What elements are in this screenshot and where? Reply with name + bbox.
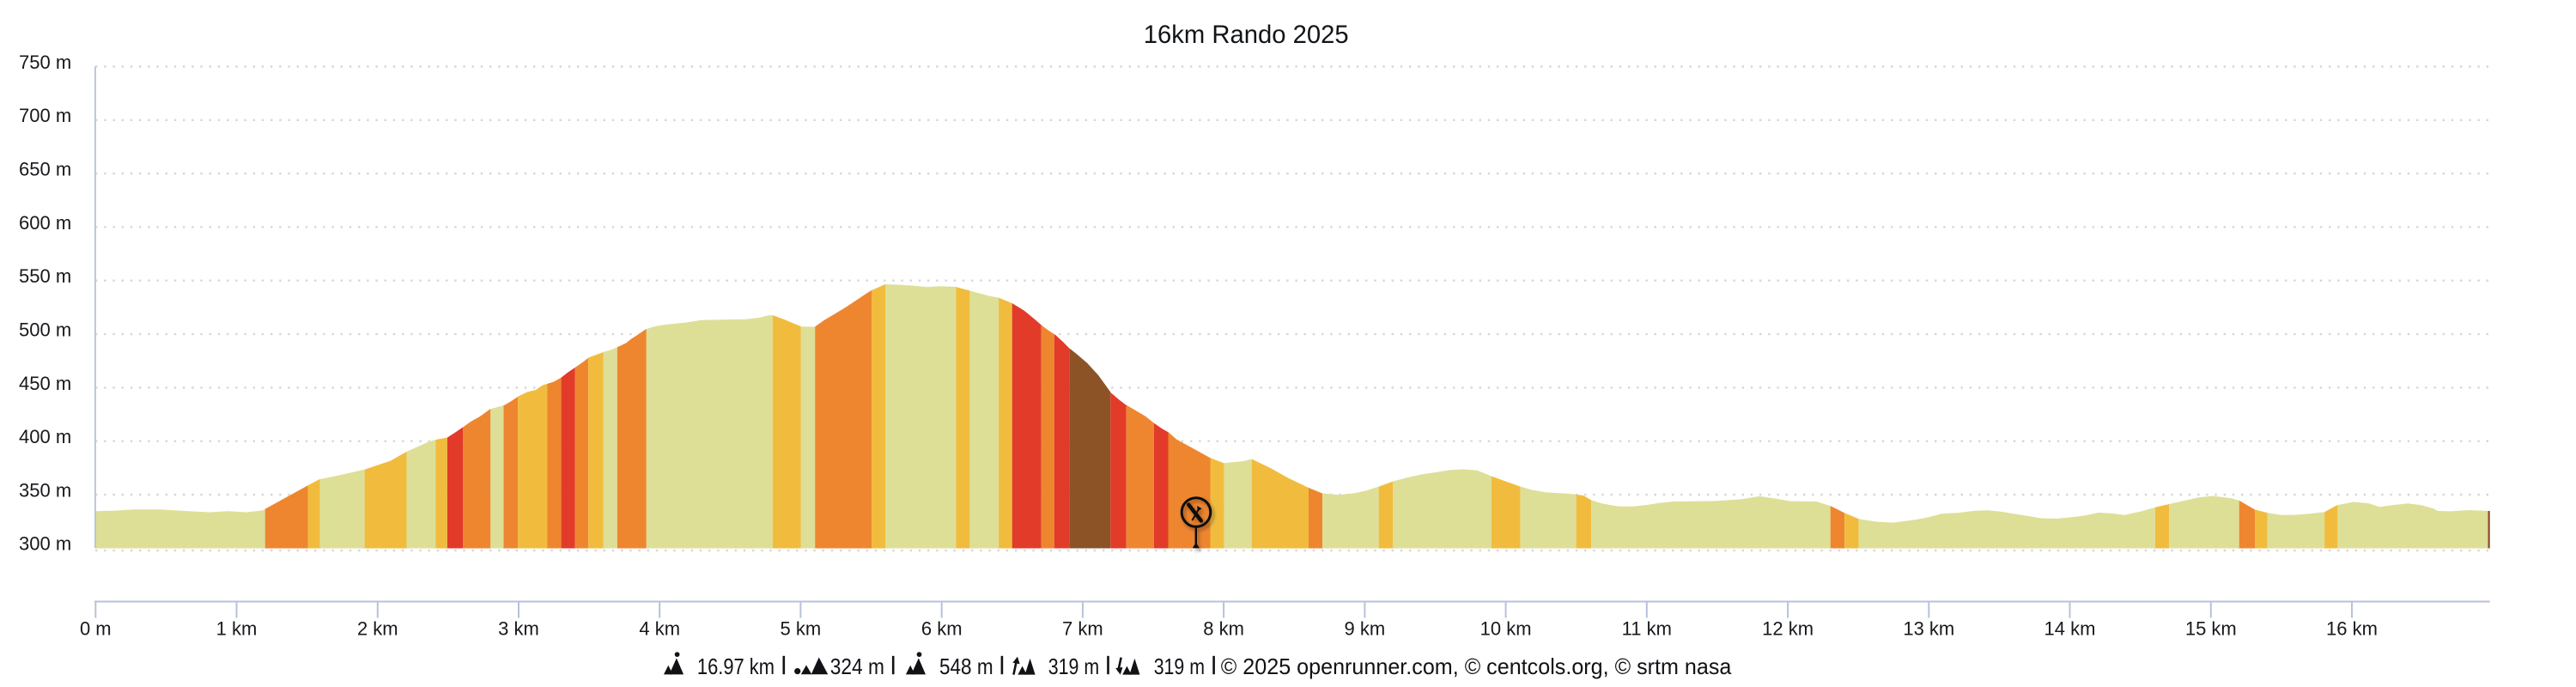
- svg-text:16km Rando 2025: 16km Rando 2025: [1144, 21, 1349, 49]
- svg-text:319 m: 319 m: [1154, 654, 1205, 679]
- svg-text:0 m: 0 m: [80, 618, 112, 640]
- svg-text:324 m: 324 m: [830, 654, 884, 679]
- svg-text:650 m: 650 m: [19, 159, 71, 180]
- svg-text:550 m: 550 m: [19, 265, 71, 287]
- svg-text:1 km: 1 km: [216, 618, 258, 640]
- svg-text:© 2025 openrunner.com, © centc: © 2025 openrunner.com, © centcols.org, ©…: [1221, 654, 1732, 679]
- svg-text:4 km: 4 km: [639, 618, 680, 640]
- svg-text:350 m: 350 m: [19, 479, 71, 501]
- svg-text:8 km: 8 km: [1203, 618, 1244, 640]
- svg-text:7 km: 7 km: [1062, 618, 1103, 640]
- svg-text:16 km: 16 km: [2326, 618, 2378, 640]
- svg-text:13 km: 13 km: [1903, 618, 1954, 640]
- svg-text:319 m: 319 m: [1048, 654, 1099, 679]
- svg-text:300 m: 300 m: [19, 533, 71, 555]
- svg-text:750 m: 750 m: [19, 52, 71, 73]
- svg-text:5 km: 5 km: [781, 618, 822, 640]
- svg-text:10 km: 10 km: [1480, 618, 1532, 640]
- svg-text:600 m: 600 m: [19, 212, 71, 234]
- svg-text:11 km: 11 km: [1622, 618, 1672, 640]
- svg-text:14 km: 14 km: [2044, 618, 2096, 640]
- svg-text:450 m: 450 m: [19, 373, 71, 394]
- svg-text:548 m: 548 m: [939, 654, 993, 679]
- svg-text:12 km: 12 km: [1762, 618, 1814, 640]
- svg-text:400 m: 400 m: [19, 426, 71, 447]
- svg-text:9 km: 9 km: [1345, 618, 1386, 640]
- svg-text:3 km: 3 km: [498, 618, 539, 640]
- svg-text:2 km: 2 km: [357, 618, 398, 640]
- svg-text:15 km: 15 km: [2185, 618, 2237, 640]
- svg-text:16.97 km: 16.97 km: [697, 654, 775, 679]
- svg-text:6 km: 6 km: [921, 618, 963, 640]
- svg-text:500 m: 500 m: [19, 319, 71, 341]
- svg-text:700 m: 700 m: [19, 105, 71, 126]
